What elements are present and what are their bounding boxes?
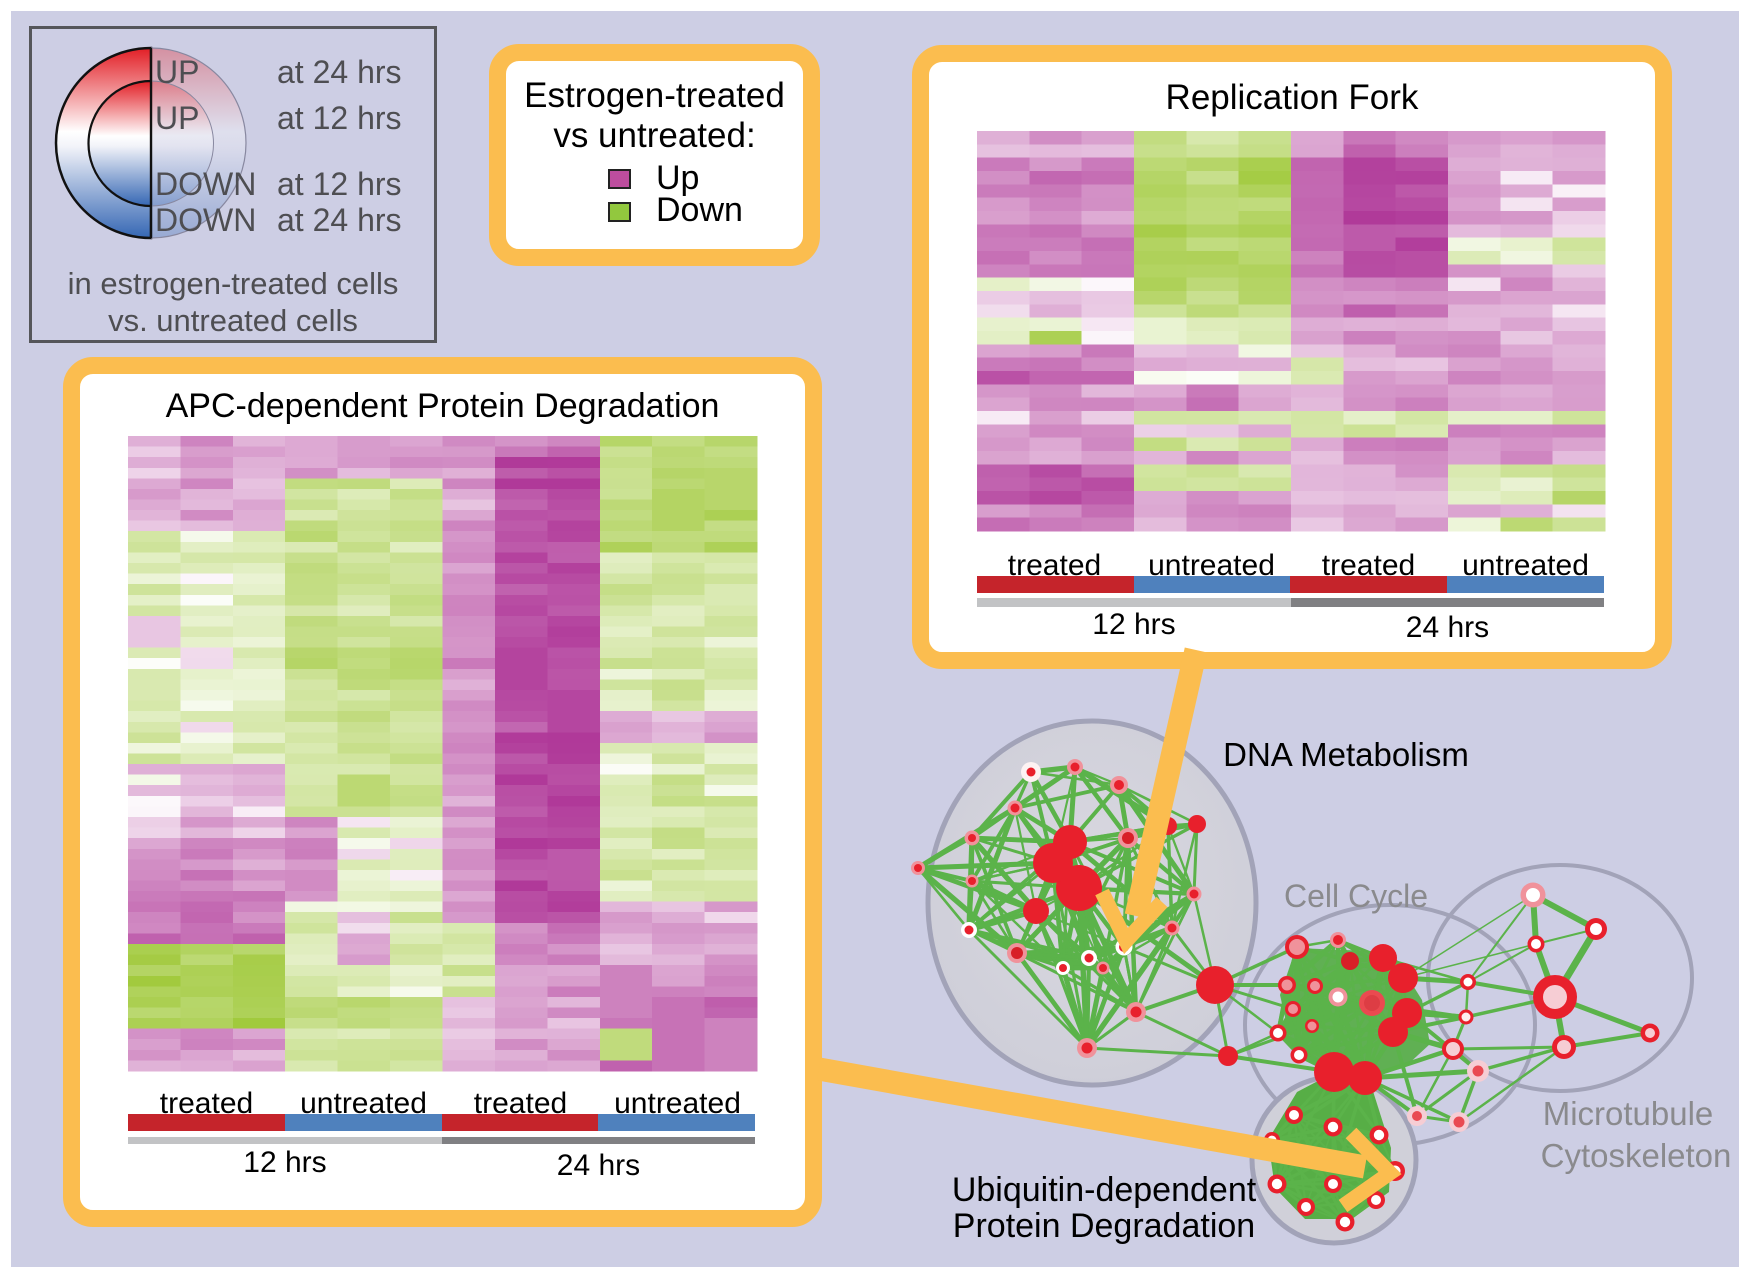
svg-text:Cytoskeleton: Cytoskeleton <box>1541 1137 1732 1174</box>
svg-text:Microtubule: Microtubule <box>1543 1095 1714 1132</box>
svg-text:DNA Metabolism: DNA Metabolism <box>1223 736 1469 773</box>
svg-text:Ubiquitin-dependent: Ubiquitin-dependent <box>952 1171 1257 1209</box>
svg-text:Cell Cycle: Cell Cycle <box>1284 878 1428 914</box>
svg-text:Protein Degradation: Protein Degradation <box>953 1207 1255 1245</box>
